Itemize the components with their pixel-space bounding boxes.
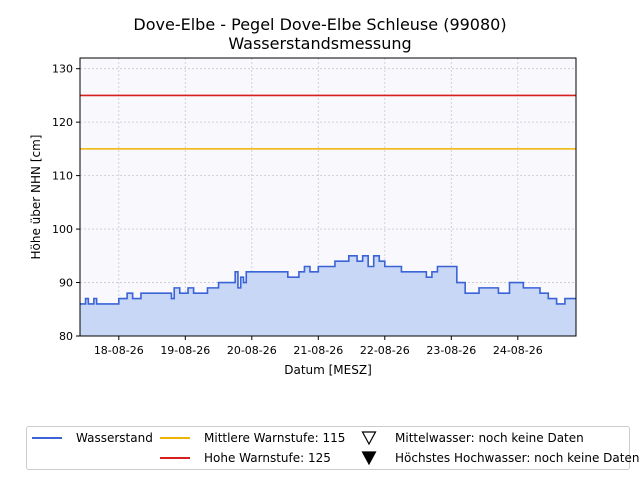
y-tick-label: 90 (59, 277, 73, 290)
x-tick-label: 24-08-26 (493, 344, 543, 357)
chart-title: Dove-Elbe - Pegel Dove-Elbe Schleuse (99… (133, 15, 507, 34)
x-tick-label: 23-08-26 (426, 344, 476, 357)
y-tick-label: 80 (59, 330, 73, 343)
chart-plot-svg: 80 90 100 110 120 130 18-08-26 19-08-26 20-08-26… (29, 57, 577, 377)
x-tick-label: 21-08-26 (293, 344, 343, 357)
triangle-down-open-icon (361, 431, 377, 446)
x-axis-label: Datum [MESZ] (284, 363, 372, 377)
legend-label-hohe-warnstufe: Hohe Warnstufe: 125 (204, 451, 331, 465)
triangle-down-filled-icon (361, 451, 377, 466)
series-area-wasserstand (80, 255, 576, 336)
y-tick-label: 130 (52, 63, 73, 76)
legend-swatch-wasserstand (32, 437, 62, 439)
chart-subtitle: Wasserstandsmessung (228, 34, 412, 53)
x-tick-label: 20-08-26 (227, 344, 277, 357)
legend-label-wasserstand: Wasserstand (76, 431, 153, 445)
y-axis-label: Höhe über NHN [cm] (29, 135, 43, 260)
y-tick-label: 100 (52, 223, 73, 236)
y-tick-label: 120 (52, 116, 73, 129)
x-tick-label: 22-08-26 (360, 344, 410, 357)
x-tick-label: 19-08-26 (160, 344, 210, 357)
series-line-wasserstand (80, 255, 576, 305)
y-tick-label: 110 (52, 170, 73, 183)
legend-label-mittelwasser: Mittelwasser: noch keine Daten (395, 431, 584, 445)
legend-swatch-hohe-warnstufe (160, 457, 190, 459)
plot-frame (79, 57, 577, 337)
x-tick-label: 18-08-26 (94, 344, 144, 357)
legend-label-hoechstes-hochwasser: Höchstes Hochwasser: noch keine Daten (395, 451, 640, 465)
legend-label-mittlere-warnstufe: Mittlere Warnstufe: 115 (204, 431, 346, 445)
legend-swatch-mittlere-warnstufe (160, 437, 190, 439)
chart-legend: Wasserstand Mittlere Warnstufe: 115 Hohe… (26, 426, 639, 470)
